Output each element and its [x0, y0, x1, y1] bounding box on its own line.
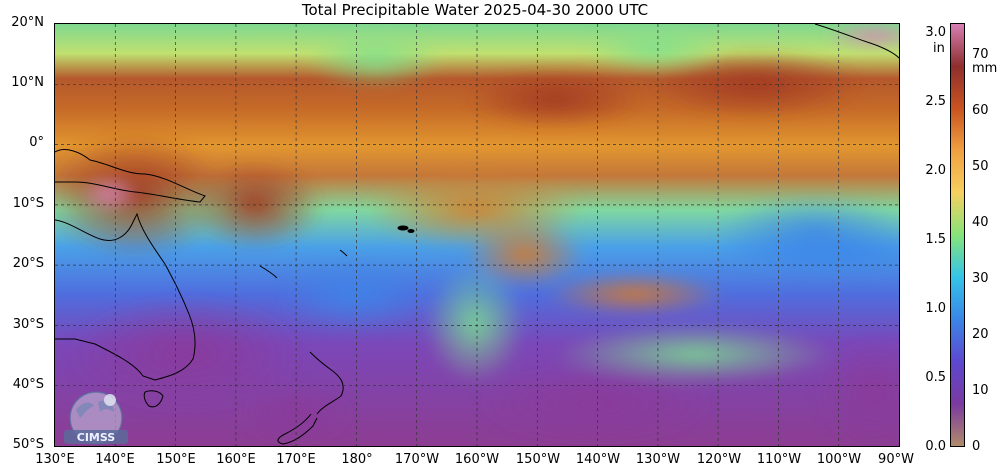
- lon-label: 130°E: [35, 452, 75, 467]
- colorbar-tick-in: 1.5: [925, 232, 946, 247]
- colorbar-tick-mm: 50: [972, 159, 989, 174]
- lon-label: 110°W: [756, 452, 802, 467]
- colorbar-tick-in: 0.0: [925, 439, 946, 454]
- colorbar-tick-mm: 60: [972, 103, 989, 118]
- lat-label: 0°: [29, 135, 44, 150]
- tpw-map[interactable]: [54, 23, 900, 447]
- lon-label: 160°W: [454, 452, 500, 467]
- tpw-field: [55, 24, 899, 446]
- lon-label: 180°: [341, 452, 373, 467]
- lon-label: 140°W: [575, 452, 621, 467]
- colorbar-tick-in: 2.0: [925, 163, 946, 178]
- colorbar-tick-in: 1.0: [925, 301, 946, 316]
- lat-label: 50°S: [12, 437, 44, 452]
- lon-label: 100°W: [816, 452, 862, 467]
- lon-label: 130°W: [635, 452, 681, 467]
- lon-label: 170°E: [276, 452, 316, 467]
- lon-label: 90°W: [878, 452, 914, 467]
- colorbar-unit-mm: mm: [972, 61, 998, 76]
- lon-label: 160°E: [216, 452, 256, 467]
- lat-label: 20°S: [12, 256, 44, 271]
- lon-label: 150°E: [156, 452, 196, 467]
- lat-label: 10°N: [11, 75, 44, 90]
- lat-label: 40°S: [12, 377, 44, 392]
- colorbar-tick-mm: 10: [972, 383, 989, 398]
- colorbar-unit-in: in: [933, 41, 945, 56]
- coastlines: [55, 24, 899, 445]
- lat-label: 20°N: [11, 15, 44, 30]
- lon-label: 170°W: [394, 452, 440, 467]
- colorbar-tick-mm: 70: [972, 47, 989, 62]
- cimss-logo: CIMSS: [58, 388, 134, 446]
- colorbar-tick-mm: 20: [972, 327, 989, 342]
- lon-label: 150°W: [515, 452, 561, 467]
- colorbar: [950, 23, 965, 447]
- lat-label: 10°S: [12, 196, 44, 211]
- grid-lines: [55, 24, 899, 446]
- colorbar-tick-in: 3.0: [925, 25, 946, 40]
- lon-label: 140°E: [95, 452, 135, 467]
- colorbar-tick-in: 0.5: [925, 370, 946, 385]
- colorbar-tick-in: 2.5: [925, 94, 946, 109]
- chart-title: Total Precipitable Water 2025-04-30 2000…: [301, 1, 649, 19]
- svg-text:CIMSS: CIMSS: [77, 431, 116, 444]
- lon-label: 120°W: [696, 452, 742, 467]
- colorbar-tick-mm: 30: [972, 271, 989, 286]
- colorbar-tick-mm: 0: [972, 439, 981, 454]
- colorbar-tick-mm: 40: [972, 215, 989, 230]
- lat-label: 30°S: [12, 317, 44, 332]
